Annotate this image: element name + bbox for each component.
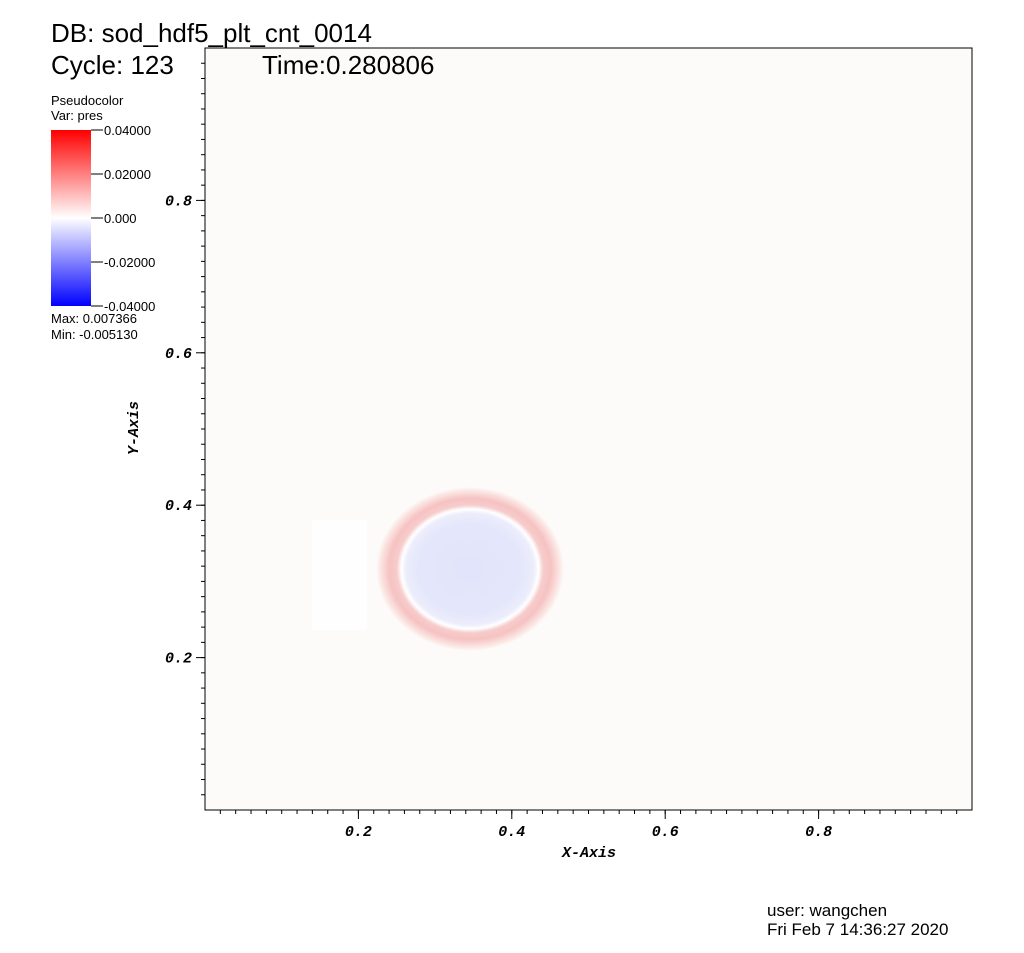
x-axis-label: X-Axis: [561, 845, 616, 862]
wave-front: [312, 520, 367, 630]
plot-area: [204, 47, 973, 811]
x-tick-label: 0.2: [345, 824, 372, 841]
legend-var: Var: pres: [51, 108, 103, 123]
title: DB: sod_hdf5_plt_cnt_0014: [51, 18, 372, 48]
time: Time:0.280806: [262, 50, 434, 80]
x-tick-label: 0.4: [498, 824, 525, 841]
colorbar: [51, 130, 91, 306]
colorbar-tick-label: 0.000: [104, 211, 137, 226]
legend-min: Min: -0.005130: [51, 327, 138, 342]
x-tick-label: 0.6: [652, 824, 679, 841]
y-tick-label: 0.8: [165, 193, 192, 210]
legend-max: Max: 0.007366: [51, 311, 137, 326]
y-tick-label: 0.4: [165, 498, 192, 515]
colorbar-tick-label: -0.04000: [104, 299, 155, 314]
x-tick-label: 0.8: [805, 824, 832, 841]
user: user: wangchen: [767, 901, 887, 920]
legend-title: Pseudocolor: [51, 93, 124, 108]
y-tick-label: 0.2: [165, 651, 192, 668]
cycle: Cycle: 123: [51, 50, 174, 80]
colorbar-tick-label: -0.02000: [104, 255, 155, 270]
colorbar-tick-label: 0.04000: [104, 123, 151, 138]
colorbar-tick-label: 0.02000: [104, 167, 151, 182]
y-axis-label: Y-Axis: [126, 401, 143, 455]
pressure-ring: [376, 487, 564, 651]
y-tick-label: 0.6: [165, 346, 192, 363]
date: Fri Feb 7 14:36:27 2020: [767, 920, 948, 939]
